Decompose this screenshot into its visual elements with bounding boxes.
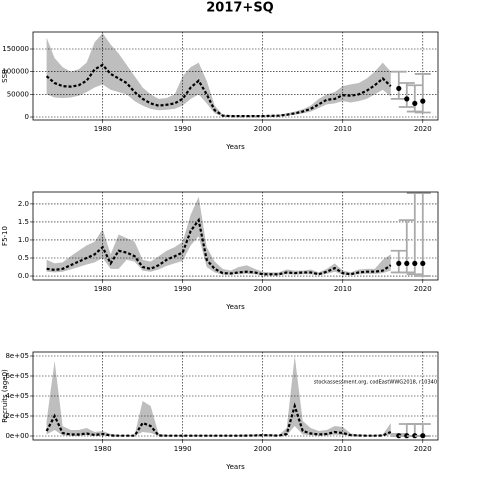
projection-point — [420, 433, 426, 439]
x-tick-label: 1980 — [94, 285, 112, 293]
x-tick-label: 1980 — [94, 445, 112, 453]
confidence-band — [46, 33, 391, 117]
x-tick-label: 2000 — [254, 125, 272, 133]
y-tick-label: 1.5 — [18, 218, 29, 226]
x-tick-label: 2010 — [334, 445, 352, 453]
projection-point — [396, 433, 402, 439]
x-tick-label: 2000 — [254, 285, 272, 293]
x-tick-label: 2020 — [414, 125, 432, 133]
x-tick-label: 1990 — [174, 285, 192, 293]
projection-point — [396, 85, 402, 92]
projection-point — [412, 260, 418, 267]
median-line — [45, 63, 392, 118]
y-tick-label: 2.0 — [18, 200, 29, 208]
x-tick-label: 2010 — [334, 285, 352, 293]
x-tick-label: 1980 — [94, 125, 112, 133]
x-tick-label: 2020 — [414, 285, 432, 293]
median-line — [46, 217, 392, 276]
annotation: stockassessment.org, codEastWWG2018, r10… — [314, 380, 437, 386]
y-tick-label: 1.0 — [18, 236, 29, 244]
x-tick-label: 1990 — [174, 445, 192, 453]
y-tick-label: 4e+05 — [5, 392, 29, 400]
projection-point — [412, 100, 418, 107]
projection-point — [404, 260, 410, 267]
x-axis-label: Years — [225, 143, 245, 151]
plot-frame — [32, 31, 439, 121]
projection-point — [420, 260, 426, 267]
y-tick-label: 8e+05 — [5, 352, 29, 360]
x-tick-label: 2000 — [254, 445, 272, 453]
x-tick-label: 2020 — [414, 445, 432, 453]
y-tick-label: 6e+05 — [5, 372, 29, 380]
y-tick-label: 0.0 — [18, 272, 29, 280]
projection-point — [404, 433, 410, 439]
y-axis-label: SSB — [1, 69, 9, 83]
y-axis-label: F5-10 — [1, 226, 9, 246]
y-tick-label: 50000 — [7, 90, 29, 98]
median-line — [45, 402, 392, 437]
chart-title: 2017+SQ — [206, 1, 274, 16]
projection-point — [396, 260, 402, 267]
y-tick-label: 2e+05 — [5, 412, 29, 420]
y-tick-label: 0.5 — [18, 254, 29, 262]
y-tick-label: 100000 — [2, 68, 29, 76]
x-axis-label: Years — [225, 463, 245, 471]
confidence-band — [46, 196, 391, 276]
projection-point — [404, 96, 410, 102]
x-axis-label: Years — [225, 303, 245, 311]
plot-frame — [32, 191, 439, 281]
y-tick-label: 0e+00 — [5, 432, 29, 440]
x-tick-label: 2010 — [334, 125, 352, 133]
projection-point — [412, 433, 418, 439]
y-tick-label: 150000 — [2, 45, 29, 53]
y-tick-label: 0 — [25, 113, 29, 121]
projection-point — [420, 98, 426, 104]
y-axis-label: Recruits (age0) — [1, 369, 9, 423]
plot-frame — [32, 351, 439, 441]
x-tick-label: 1990 — [174, 125, 192, 133]
